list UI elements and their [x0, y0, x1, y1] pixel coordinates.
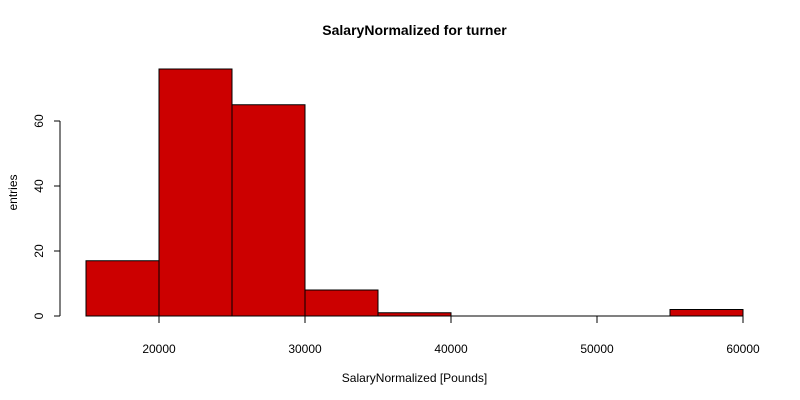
chart-title: SalaryNormalized for turner: [322, 22, 507, 38]
histogram-bar: [85, 260, 160, 317]
histogram-bar: [304, 289, 379, 317]
x-axis: 20000 30000 40000 50000 60000: [142, 315, 760, 356]
y-axis: 0 20 40 60: [32, 114, 61, 319]
y-tick-label: 40: [32, 179, 46, 193]
x-tick-label: 20000: [142, 342, 176, 356]
y-axis-label: entries: [6, 174, 20, 210]
histogram-bars: [85, 68, 744, 317]
histogram-bar: [669, 309, 744, 317]
histogram-bar: [231, 104, 306, 317]
y-tick-label: 20: [32, 244, 46, 258]
x-tick-label: 30000: [288, 342, 322, 356]
y-tick-label: 60: [32, 114, 46, 128]
x-axis-label: SalaryNormalized [Pounds]: [342, 371, 487, 385]
x-tick-label: 60000: [726, 342, 760, 356]
y-tick-label: 0: [32, 312, 46, 319]
x-tick-label: 50000: [580, 342, 614, 356]
x-tick-label: 40000: [434, 342, 468, 356]
histogram-bar: [158, 68, 233, 317]
